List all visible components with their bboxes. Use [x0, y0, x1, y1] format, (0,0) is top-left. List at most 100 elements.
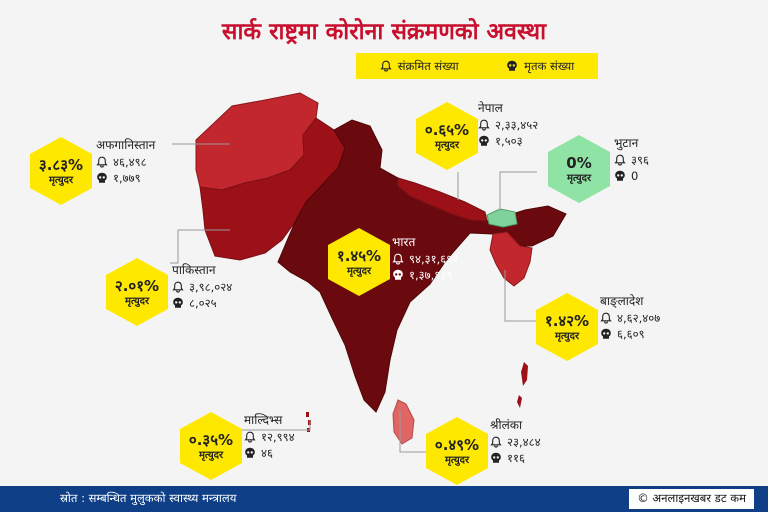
infected-row: ९४,३१,६९२	[392, 251, 458, 267]
legend-infected: संक्रमित संख्या	[380, 59, 459, 74]
deaths-row: ११६	[490, 450, 541, 466]
map-nepal	[397, 177, 488, 222]
info-india: भारत ९४,३१,६९२ १,३७,१३९	[392, 234, 458, 283]
rate-value: १.४२%	[544, 311, 590, 330]
info-srilanka: श्रीलंका २३,४८४ ११६	[490, 417, 541, 466]
infected-count: ४,६२,४०७	[617, 311, 661, 325]
rate-hex-srilanka: ०.४९% मृत्युदर	[426, 417, 488, 485]
country-name: भारत	[392, 235, 416, 249]
leader-lines	[170, 143, 537, 453]
deaths-count: ४६	[261, 446, 273, 460]
map-bangladesh	[489, 231, 533, 287]
skull-icon	[479, 135, 489, 146]
bell-icon	[490, 436, 502, 448]
infected-count: ९४,३१,६९२	[409, 252, 459, 266]
infected-count: २,३३,४५२	[495, 118, 539, 132]
country-name: अफगानिस्तान	[96, 138, 156, 152]
deaths-count: ११६	[507, 451, 525, 465]
rate-value: २.०१%	[114, 276, 160, 295]
deaths-row: ८,०२५	[172, 295, 232, 311]
skull-icon	[97, 172, 107, 183]
footer-bar: स्रोत : सम्बन्धित मुलुकको स्वास्थ्य मन्त…	[0, 486, 768, 512]
deaths-row: ४६	[244, 445, 295, 461]
info-bhutan: भुटान ३९६ 0	[614, 135, 649, 184]
rate-hex-pakistan: २.०१% मृत्युदर	[106, 258, 168, 326]
deaths-row: १,७७९	[96, 170, 155, 186]
infected-row: ३९६	[614, 152, 649, 168]
bell-icon	[600, 312, 612, 324]
skull-icon	[245, 447, 255, 458]
infected-row: १२,९९४	[244, 429, 295, 445]
infected-row: ४,६२,४०७	[600, 310, 660, 326]
rate-value: ०.६५%	[424, 120, 470, 139]
skull-icon	[393, 269, 403, 280]
bell-icon	[172, 281, 184, 293]
page-title: सार्क राष्ट्रमा कोरोना संक्रमणको अवस्था	[221, 19, 547, 45]
deaths-row: १,३७,१३९	[392, 267, 458, 283]
rate-value: ०.४९%	[434, 435, 480, 454]
rate-hex-maldives: ०.३५% मृत्युदर	[180, 412, 242, 480]
infected-count: ४६,४९८	[113, 155, 147, 169]
rate-hex-nepal: ०.६५% मृत्युदर	[416, 102, 478, 170]
deaths-row: 0	[614, 168, 649, 184]
legend-deaths-label: मृतक संख्या	[524, 58, 575, 73]
rate-label: मृत्युदर	[566, 172, 592, 184]
deaths-count: १,५०३	[495, 134, 523, 148]
info-pakistan: पाकिस्तान ३,९८,०२४ ८,०२५	[172, 262, 232, 311]
infected-count: २३,४८४	[507, 435, 541, 449]
country-name: श्रीलंका	[490, 418, 523, 432]
bell-icon	[614, 154, 626, 166]
deaths-count: ६,६०९	[617, 327, 645, 341]
source-text: स्रोत : सम्बन्धित मुलुकको स्वास्थ्य मन्त…	[60, 491, 237, 505]
bell-icon	[380, 60, 392, 72]
bell-icon	[392, 253, 404, 265]
legend-deaths: मृतक संख्या	[506, 59, 574, 74]
deaths-count: १,३७,१३९	[409, 268, 453, 282]
deaths-row: ६,६०९	[600, 326, 660, 342]
skull-icon	[601, 328, 611, 339]
country-name: बाङ्लादेश	[600, 294, 644, 308]
rate-label: मृत्युदर	[346, 265, 372, 277]
skull-icon	[491, 452, 501, 463]
infected-row: ४६,४९८	[96, 154, 155, 170]
deaths-count: 0	[631, 169, 639, 183]
rate-value: ३.८३%	[38, 155, 84, 174]
info-nepal: नेपाल २,३३,४५२ १,५०३	[478, 100, 538, 149]
info-afghanistan: अफगानिस्तान ४६,४९८ १,७७९	[96, 137, 155, 186]
rate-label: मृत्युदर	[444, 454, 470, 466]
map-andaman-islands	[517, 362, 528, 408]
bell-icon	[244, 431, 256, 443]
rate-value: ०.३५%	[188, 430, 234, 449]
rate-label: मृत्युदर	[554, 330, 580, 342]
credit-badge: © अनलाइनखबर डट कम	[629, 489, 754, 509]
infected-count: ३९६	[631, 153, 649, 167]
rate-label: मृत्युदर	[434, 139, 460, 151]
rate-hex-india: १.४५% मृत्युदर	[328, 228, 390, 296]
map-bhutan	[486, 208, 518, 228]
country-name: भुटान	[614, 136, 639, 150]
deaths-count: १,७७९	[113, 171, 141, 185]
infected-row: ३,९८,०२४	[172, 279, 232, 295]
rate-label: मृत्युदर	[124, 295, 150, 307]
rate-label: मृत्युदर	[198, 449, 224, 461]
country-name: नेपाल	[478, 101, 503, 115]
deaths-count: ८,०२५	[189, 296, 217, 310]
infected-row: २,३३,४५२	[478, 117, 538, 133]
infected-row: २३,४८४	[490, 434, 541, 450]
legend: संक्रमित संख्या मृतक संख्या	[356, 53, 598, 79]
info-maldives: माल्दिभ्स १२,९९४ ४६	[244, 412, 295, 461]
south-asia-map	[170, 92, 567, 453]
skull-icon	[615, 170, 625, 181]
bell-icon	[478, 119, 490, 131]
skull-icon	[507, 60, 517, 71]
country-name: पाकिस्तान	[172, 263, 216, 277]
map-srilanka	[392, 399, 415, 445]
infected-count: १२,९९४	[261, 430, 295, 444]
deaths-row: १,५०३	[478, 133, 538, 149]
bell-icon	[96, 156, 108, 168]
skull-icon	[173, 297, 183, 308]
legend-infected-label: संक्रमित संख्या	[397, 58, 459, 73]
rate-label: मृत्युदर	[48, 174, 74, 186]
info-bangladesh: बाङ्लादेश ४,६२,४०७ ६,६०९	[600, 293, 660, 342]
infected-count: ३,९८,०२४	[189, 280, 233, 294]
